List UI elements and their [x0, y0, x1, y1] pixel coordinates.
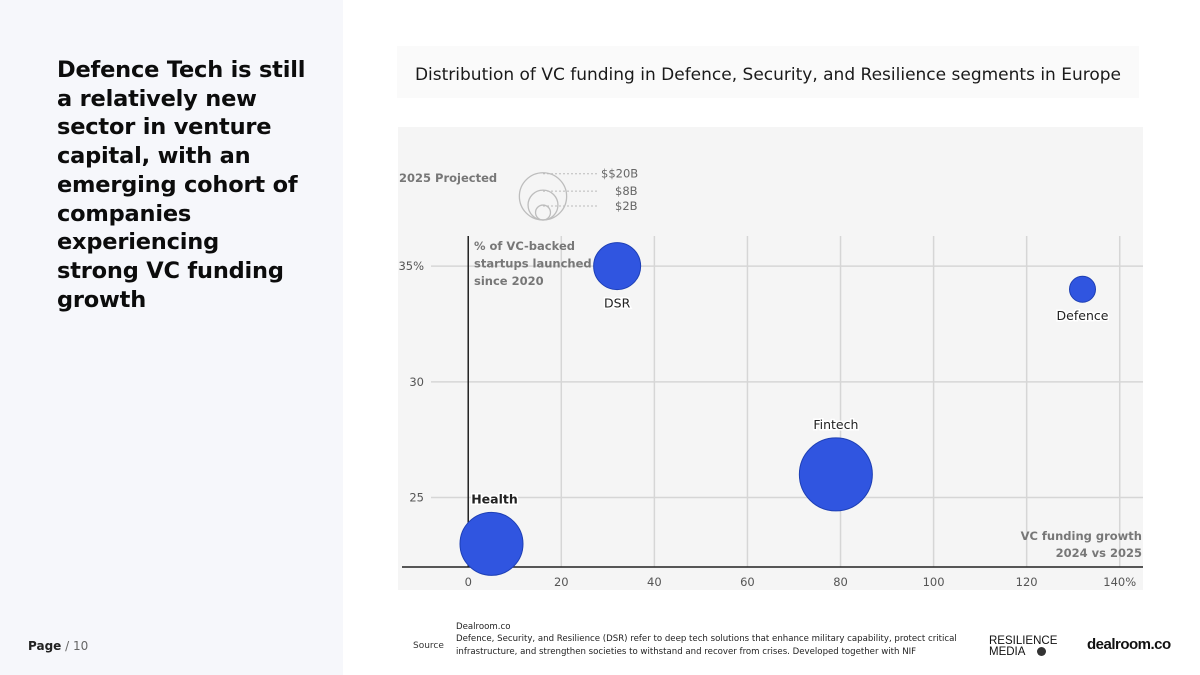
x-tick-label: 80 [833, 575, 848, 589]
bubble-label-fintech: Fintech [813, 417, 858, 432]
chart-title: Distribution of VC funding in Defence, S… [414, 65, 1122, 85]
x-tick-label: 40 [647, 575, 662, 589]
resilience-media-logo: RESILIENCE MEDIA [989, 635, 1058, 658]
x-tick-label: 60 [740, 575, 755, 589]
x-tick-label: 100 [923, 575, 945, 589]
bubble-fintech [798, 437, 873, 512]
logo-resilience-line2: MEDIA [989, 646, 1026, 658]
size-legend-circle [534, 204, 552, 221]
bubble-label-defence: Defence [1057, 308, 1109, 323]
y-axis-label: startups launched [474, 257, 592, 271]
source-name: Dealroom.co [456, 622, 511, 632]
size-legend-label: $2B [615, 199, 638, 213]
source-note: Defence, Security, and Resilience (DSR) … [456, 634, 957, 657]
bubble-label-health: Health [471, 491, 518, 506]
logo-resilience-line1: RESILIENCE [989, 635, 1058, 647]
y-tick-label: 35% [398, 259, 424, 273]
bubble-dsr [593, 242, 642, 291]
x-axis-label-sub: 2024 vs 2025 [1056, 546, 1142, 560]
dealroom-logo: dealroom.co [1087, 636, 1171, 653]
source-label: Source [413, 641, 444, 651]
y-axis-label: % of VC-backed [474, 239, 575, 253]
chart-title-box: Distribution of VC funding in Defence, S… [397, 46, 1139, 98]
page-label: Page [28, 639, 62, 653]
chart-background [398, 127, 1143, 590]
x-tick-label: 140% [1103, 575, 1136, 589]
y-tick-label: 25 [409, 491, 424, 505]
size-legend-label: $8B [615, 184, 638, 198]
y-tick-label: 30 [409, 375, 424, 389]
slide-headline: Defence Tech is still a relatively new s… [57, 57, 306, 313]
bubble-health [459, 511, 524, 576]
bubble-defence [1069, 275, 1097, 303]
x-axis-label: VC funding growth [1021, 529, 1142, 543]
x-tick-label: 20 [554, 575, 569, 589]
source-text: Dealroom.co Defence, Security, and Resil… [456, 621, 976, 658]
page-number: Page / 10 [28, 639, 88, 653]
page-number-value: 10 [73, 639, 89, 653]
bubble-label-dsr: DSR [604, 296, 631, 311]
left-panel [0, 0, 343, 675]
globe-icon [1037, 647, 1047, 657]
size-legend-title: 2025 Projected [399, 171, 497, 185]
y-axis-label: since 2020 [474, 274, 544, 288]
page-separator: / [65, 639, 70, 653]
x-tick-label: 120 [1016, 575, 1038, 589]
size-legend-label: $$20B [601, 167, 638, 181]
x-tick-label: 0 [465, 575, 472, 589]
size-legend-circle [518, 172, 568, 221]
